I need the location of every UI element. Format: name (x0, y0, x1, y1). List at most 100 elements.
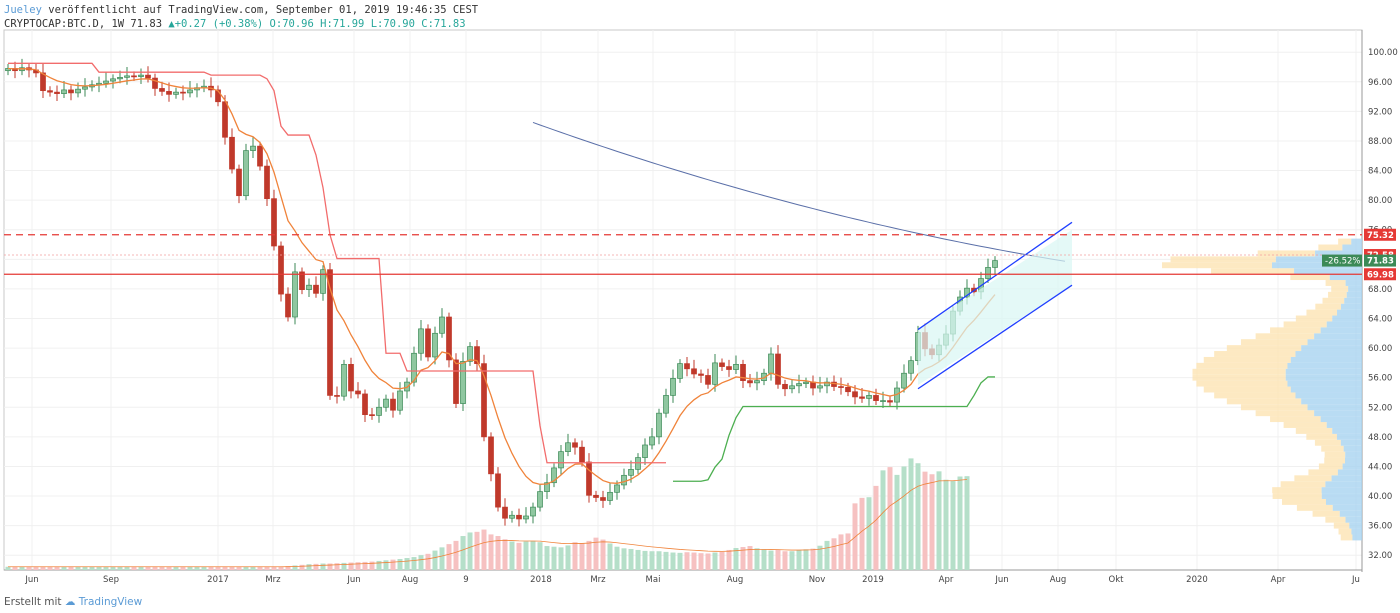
candle-body (985, 267, 991, 279)
volume-bar (523, 541, 529, 570)
price-label-text: 71.83 (1367, 257, 1394, 267)
profile-bar-down (1226, 398, 1302, 405)
volume-bar (222, 566, 228, 570)
candle-body (859, 396, 865, 399)
y-tick-label: 84.00 (1368, 167, 1392, 177)
profile-bar-down (1325, 516, 1346, 523)
volume-bar (187, 566, 193, 570)
profile-bar-down (1283, 321, 1327, 328)
volume-bar (33, 566, 39, 570)
profile-bar-down (1255, 333, 1315, 340)
volume-bar (558, 547, 564, 570)
up-arrow-icon: ▲ (168, 18, 175, 30)
volume-bar (390, 559, 396, 570)
candle-body (131, 75, 137, 78)
volume-bar (495, 536, 501, 570)
volume-bar (369, 561, 375, 570)
candle-body (544, 482, 550, 492)
y-tick-label: 100.00 (1368, 48, 1398, 58)
candle-body (621, 474, 627, 486)
candle-body (250, 145, 256, 151)
candle-body (607, 491, 613, 501)
profile-bar-down (1283, 422, 1327, 428)
profile-bar-down (1295, 315, 1333, 322)
y-tick-label: 60.00 (1368, 344, 1392, 354)
x-tick-label: Aug (727, 575, 744, 585)
volume-bar (40, 566, 46, 570)
candle-body (271, 198, 277, 247)
candle-body (782, 383, 788, 390)
x-tick-label: Jun (24, 575, 38, 585)
profile-bar-up (1290, 356, 1362, 363)
volume-bar (628, 548, 634, 570)
volume-bar (250, 566, 256, 570)
profile-bar-down (1306, 309, 1338, 316)
candle-body (572, 442, 578, 448)
x-tick-label: Mrz (590, 575, 606, 585)
volume-bar (509, 541, 515, 570)
rising-channel (917, 221, 1073, 390)
profile-bar-down (1322, 297, 1345, 304)
volume-bar (271, 566, 277, 570)
volume-bar (397, 559, 403, 570)
volume-bar (859, 497, 865, 570)
candle-body (138, 74, 144, 77)
candle-body (789, 385, 795, 390)
profile-bar-up (1345, 457, 1362, 464)
volume-bar (943, 479, 949, 570)
x-tick-label: Apr (1271, 575, 1286, 585)
profile-bar-up (1345, 451, 1362, 458)
volume-bar (306, 564, 312, 570)
profile-bar-down (1315, 303, 1342, 310)
candle-body (166, 91, 172, 95)
candle-body (600, 497, 606, 501)
tradingview-brand[interactable]: TradingView (78, 596, 143, 608)
candle-body (614, 484, 620, 493)
profile-bar-up (1326, 321, 1362, 328)
volume-bar (551, 546, 557, 570)
profile-bar-up (1342, 463, 1362, 470)
volume-bar (901, 466, 907, 570)
candle-body (145, 74, 151, 79)
candle-body (40, 72, 46, 92)
long-ma-line (532, 121, 1066, 262)
volume-bar (215, 566, 221, 570)
profile-bar-down (1226, 345, 1302, 352)
volume-bar (915, 463, 921, 570)
candle-body (796, 383, 802, 387)
candle-body (341, 364, 347, 397)
profile-bar-down (1240, 339, 1308, 346)
profile-bar-up (1329, 274, 1362, 281)
profile-bar-up (1287, 380, 1362, 387)
trailing-stop-red (8, 62, 666, 464)
profile-bar-up (1272, 262, 1362, 269)
volume-bar (54, 566, 60, 570)
y-tick-label: 40.00 (1368, 492, 1392, 502)
volume-bar (313, 563, 319, 570)
candle-body (467, 346, 473, 362)
profile-bar-up (1352, 534, 1362, 541)
volume-bar (75, 566, 81, 570)
y-tick-label: 88.00 (1368, 137, 1392, 147)
profile-bar-down (1318, 463, 1343, 470)
volume-bar (922, 471, 928, 570)
volume-bar (698, 553, 704, 570)
candle-body (817, 385, 823, 389)
profile-bar-up (1348, 285, 1362, 292)
volume-bar (327, 563, 333, 570)
volume-bar (173, 566, 179, 570)
volume-bar (376, 560, 382, 570)
profile-bar-up (1314, 410, 1362, 417)
volume-bar (656, 551, 662, 570)
candle-body (880, 400, 886, 402)
grid (4, 30, 1362, 570)
profile-bar-down (1162, 262, 1272, 269)
price-label-text: 69.98 (1367, 270, 1394, 280)
volume-bar (264, 566, 270, 570)
profile-bar-up (1345, 516, 1362, 523)
author-name[interactable]: Jueley (4, 4, 42, 16)
profile-bar-up (1346, 291, 1362, 298)
volume-bar (873, 485, 879, 570)
volume-bar (138, 566, 144, 570)
